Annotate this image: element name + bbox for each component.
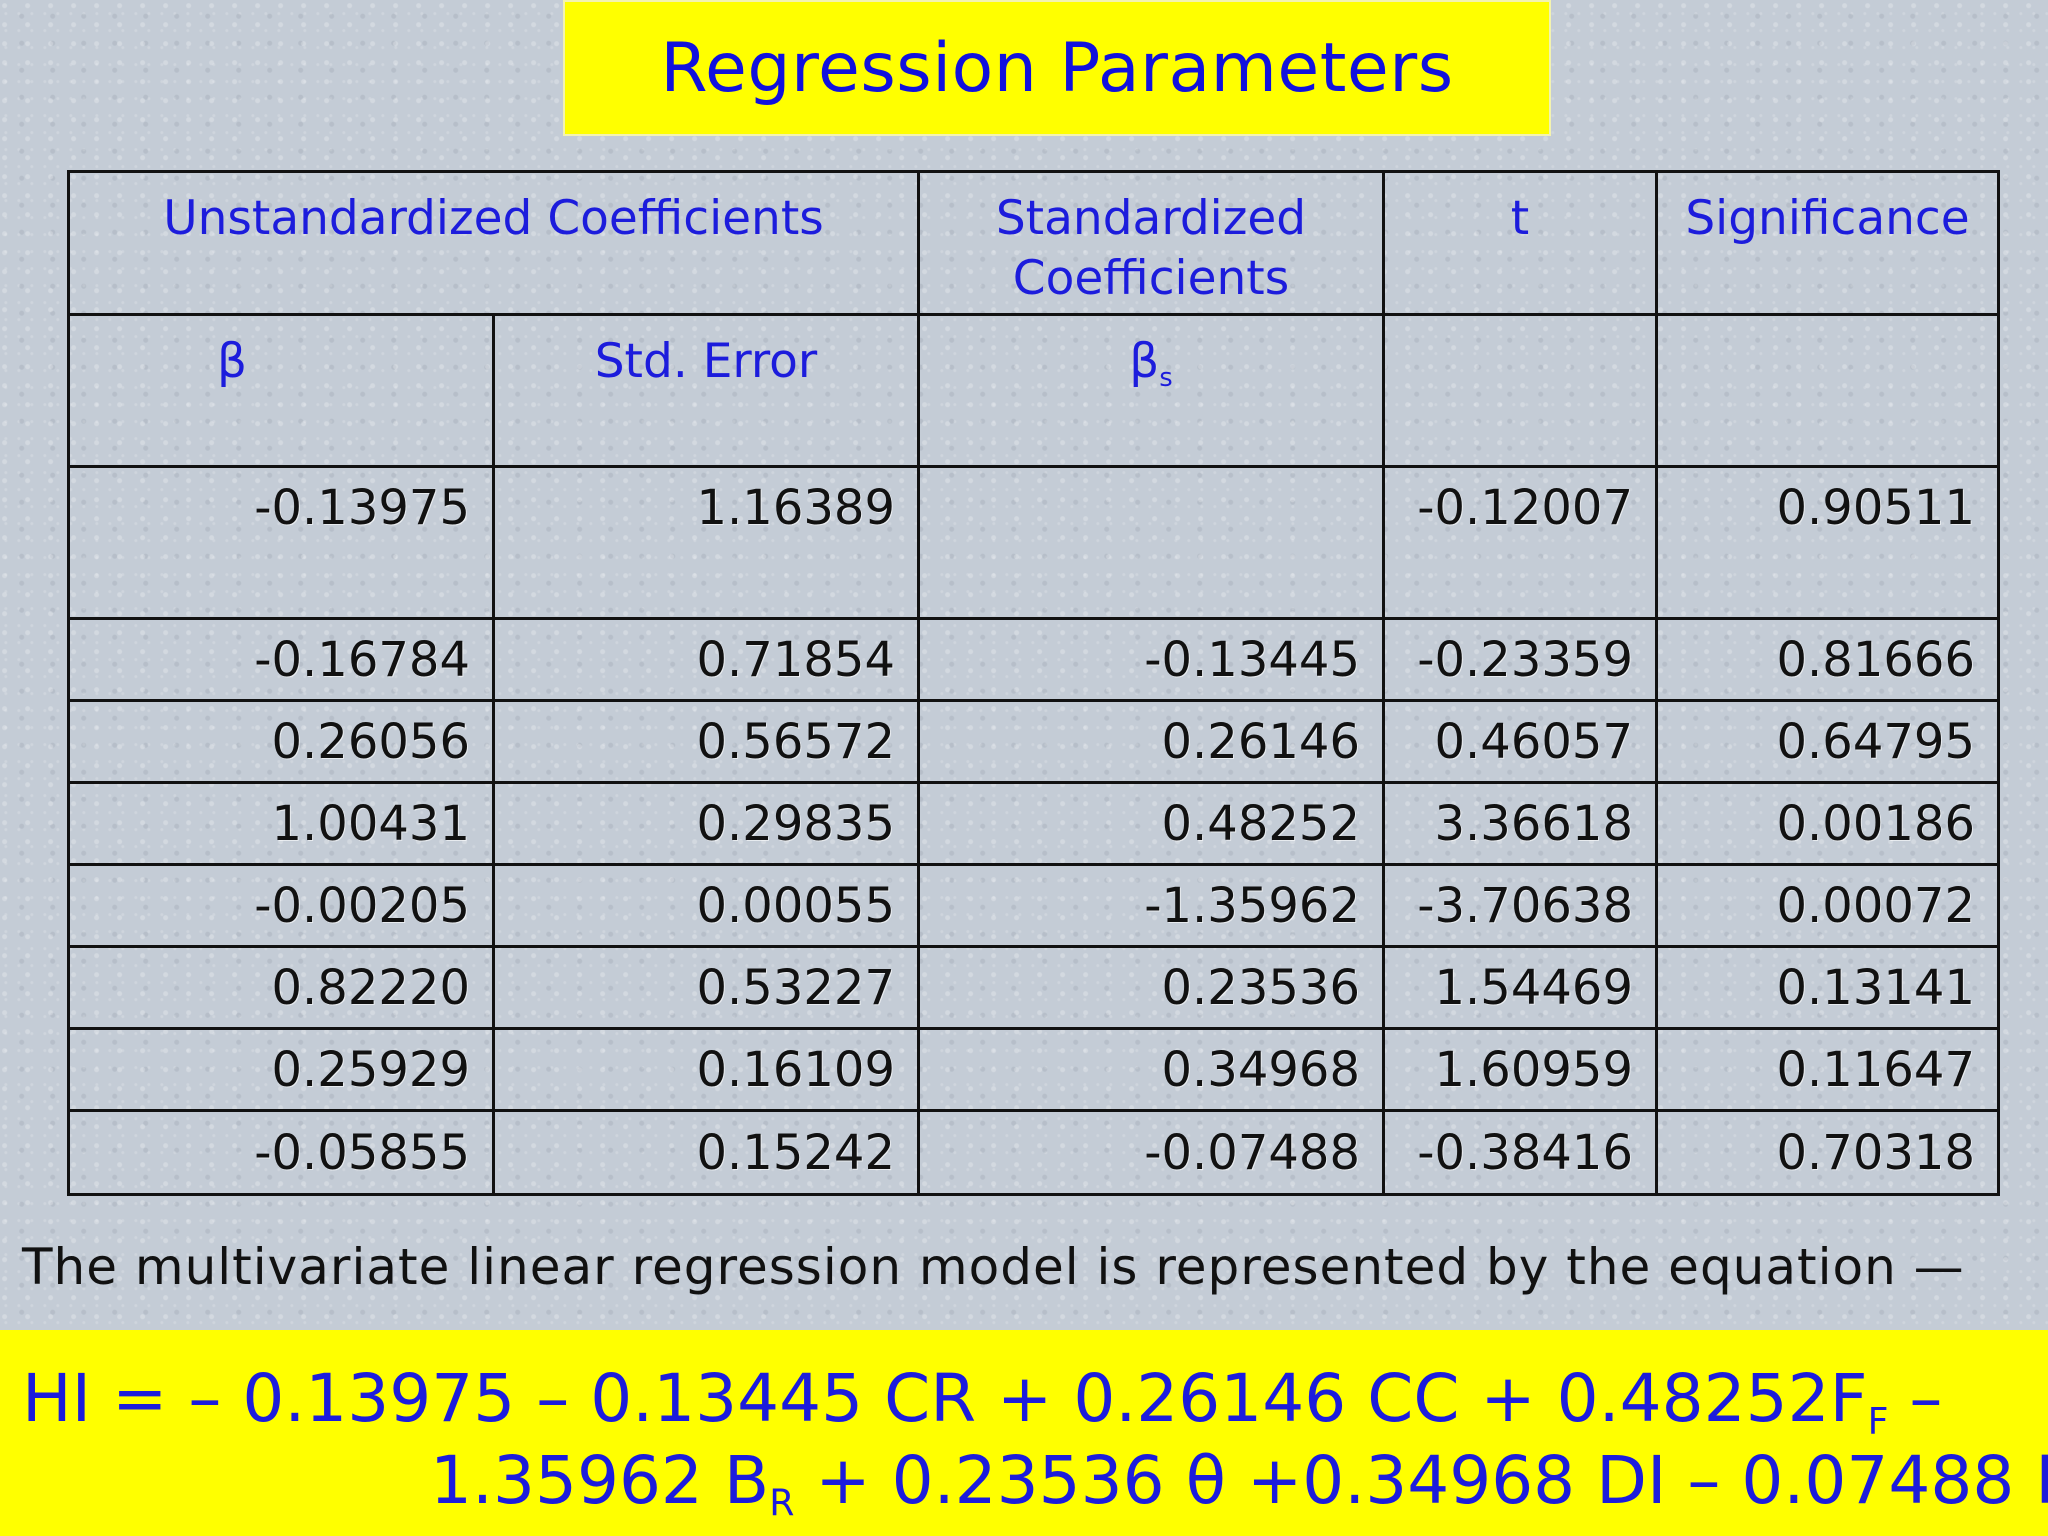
cell-t: 0.46057 bbox=[1382, 699, 1658, 784]
equation-line-1-text: HI = – 0.13975 – 0.13445 CR + 0.26146 CC… bbox=[22, 1360, 1868, 1437]
cell-std-error: 0.71854 bbox=[492, 617, 920, 702]
equation-line-1: HI = – 0.13975 – 0.13445 CR + 0.26146 CC… bbox=[22, 1360, 1942, 1443]
cell-beta-s: -0.07488 bbox=[917, 1109, 1385, 1196]
header-unstandardized: Unstandardized Coefficients bbox=[67, 170, 920, 316]
cell-t: 3.36618 bbox=[1382, 781, 1658, 866]
cell-beta-s: 0.23536 bbox=[917, 945, 1385, 1030]
table-row: 0.25929 0.16109 0.34968 1.60959 0.11647 bbox=[67, 1027, 2000, 1112]
cell-significance: 0.70318 bbox=[1655, 1109, 2000, 1196]
cell-t: -0.12007 bbox=[1382, 465, 1658, 620]
subheader-beta-s: βs bbox=[917, 313, 1385, 468]
cell-beta: -0.05855 bbox=[67, 1109, 495, 1196]
cell-std-error: 0.00055 bbox=[492, 863, 920, 948]
regression-table: Unstandardized Coefficients Standardized… bbox=[67, 170, 2000, 1196]
cell-beta-s: 0.48252 bbox=[917, 781, 1385, 866]
subheader-beta: β bbox=[67, 313, 495, 468]
equation-line-2-tail: + 0.23536 θ +0.34968 DI – 0.07488 RI bbox=[794, 1442, 2048, 1519]
equation-line-2-text: 1.35962 B bbox=[430, 1442, 770, 1519]
cell-t: 1.60959 bbox=[1382, 1027, 1658, 1112]
cell-beta-s: -1.35962 bbox=[917, 863, 1385, 948]
beta-s-subscript: s bbox=[1159, 363, 1173, 394]
table-subheader-row: β Std. Error βs bbox=[67, 313, 2000, 468]
cell-beta-s: 0.34968 bbox=[917, 1027, 1385, 1112]
subheader-t-empty bbox=[1382, 313, 1658, 468]
table-row: -0.00205 0.00055 -1.35962 -3.70638 0.000… bbox=[67, 863, 2000, 948]
equation-line-2: 1.35962 BR + 0.23536 θ +0.34968 DI – 0.0… bbox=[430, 1442, 2048, 1525]
table-row: -0.05855 0.15242 -0.07488 -0.38416 0.703… bbox=[67, 1109, 2000, 1196]
cell-std-error: 0.53227 bbox=[492, 945, 920, 1030]
equation-line-1-tail: – bbox=[1888, 1360, 1943, 1437]
cell-std-error: 0.29835 bbox=[492, 781, 920, 866]
cell-significance: 0.00072 bbox=[1655, 863, 2000, 948]
table-row: 0.82220 0.53227 0.23536 1.54469 0.13141 bbox=[67, 945, 2000, 1030]
cell-beta: -0.13975 bbox=[67, 465, 495, 620]
equation-subscript-r: R bbox=[769, 1481, 795, 1525]
cell-beta: 1.00431 bbox=[67, 781, 495, 866]
cell-t: -0.38416 bbox=[1382, 1109, 1658, 1196]
title-banner: Regression Parameters bbox=[563, 0, 1551, 136]
cell-std-error: 1.16389 bbox=[492, 465, 920, 620]
subheader-std-error: Std. Error bbox=[492, 313, 920, 468]
subheader-significance-empty bbox=[1655, 313, 2000, 468]
cell-significance: 0.64795 bbox=[1655, 699, 2000, 784]
table-row: 1.00431 0.29835 0.48252 3.36618 0.00186 bbox=[67, 781, 2000, 866]
cell-beta: 0.82220 bbox=[67, 945, 495, 1030]
equation-caption: The multivariate linear regression model… bbox=[22, 1238, 1965, 1296]
beta-s-symbol: β bbox=[1129, 334, 1160, 389]
header-standardized: Standardized Coefficients bbox=[917, 170, 1385, 316]
cell-beta-s bbox=[917, 465, 1385, 620]
cell-beta-s: 0.26146 bbox=[917, 699, 1385, 784]
table-row: -0.16784 0.71854 -0.13445 -0.23359 0.816… bbox=[67, 617, 2000, 702]
cell-t: -0.23359 bbox=[1382, 617, 1658, 702]
equation-subscript-f: F bbox=[1867, 1399, 1889, 1443]
slide-title: Regression Parameters bbox=[660, 28, 1454, 108]
cell-beta: 0.26056 bbox=[67, 699, 495, 784]
cell-std-error: 0.56572 bbox=[492, 699, 920, 784]
table-header-row: Unstandardized Coefficients Standardized… bbox=[67, 170, 2000, 316]
cell-beta: -0.00205 bbox=[67, 863, 495, 948]
cell-significance: 0.90511 bbox=[1655, 465, 2000, 620]
table-row: 0.26056 0.56572 0.26146 0.46057 0.64795 bbox=[67, 699, 2000, 784]
cell-beta-s: -0.13445 bbox=[917, 617, 1385, 702]
cell-significance: 0.13141 bbox=[1655, 945, 2000, 1030]
cell-beta: 0.25929 bbox=[67, 1027, 495, 1112]
table-row: -0.13975 1.16389 -0.12007 0.90511 bbox=[67, 465, 2000, 620]
equation-banner: HI = – 0.13975 – 0.13445 CR + 0.26146 CC… bbox=[0, 1330, 2048, 1536]
cell-significance: 0.00186 bbox=[1655, 781, 2000, 866]
header-t: t bbox=[1382, 170, 1658, 316]
cell-std-error: 0.15242 bbox=[492, 1109, 920, 1196]
cell-t: -3.70638 bbox=[1382, 863, 1658, 948]
cell-std-error: 0.16109 bbox=[492, 1027, 920, 1112]
cell-beta: -0.16784 bbox=[67, 617, 495, 702]
cell-significance: 0.81666 bbox=[1655, 617, 2000, 702]
header-significance: Significance bbox=[1655, 170, 2000, 316]
cell-significance: 0.11647 bbox=[1655, 1027, 2000, 1112]
cell-t: 1.54469 bbox=[1382, 945, 1658, 1030]
